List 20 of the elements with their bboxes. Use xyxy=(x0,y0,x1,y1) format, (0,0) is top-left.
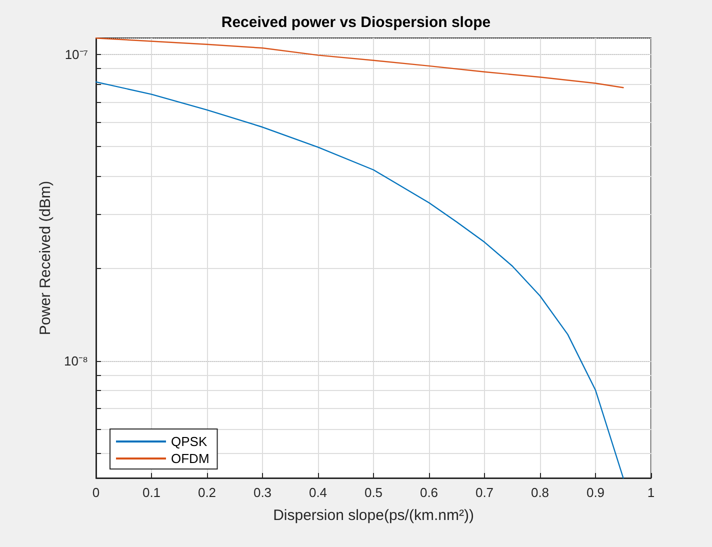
x-tick-label: 0.3 xyxy=(253,485,272,500)
x-tick-label: 0.7 xyxy=(475,485,494,500)
y-axis-title: Power Received (dBm) xyxy=(37,180,54,336)
legend-label: QPSK xyxy=(171,434,208,449)
legend-label: OFDM xyxy=(171,451,210,466)
chart-title: Received power vs Diospersion slope xyxy=(221,14,491,31)
y-tick-label: 10⁻⁸ xyxy=(64,353,88,368)
y-tick-label: 10⁻⁷ xyxy=(64,46,88,62)
x-tick-label: 0.1 xyxy=(142,485,161,500)
line-series xyxy=(95,38,624,88)
line-series xyxy=(95,81,624,479)
x-tick-label: 1 xyxy=(647,485,655,500)
x-axis-title: Dispersion slope(ps/(km.nm²)) xyxy=(273,507,474,524)
x-tick-label: 0.4 xyxy=(308,485,328,500)
x-tick-label: 0 xyxy=(92,485,100,500)
x-tick-label: 0.6 xyxy=(420,485,438,500)
x-tick-label: 0.9 xyxy=(586,485,605,500)
x-tick-label: 0.5 xyxy=(364,485,383,500)
x-tick-label: 0.8 xyxy=(530,485,550,500)
x-tick-label: 0.2 xyxy=(198,485,216,500)
